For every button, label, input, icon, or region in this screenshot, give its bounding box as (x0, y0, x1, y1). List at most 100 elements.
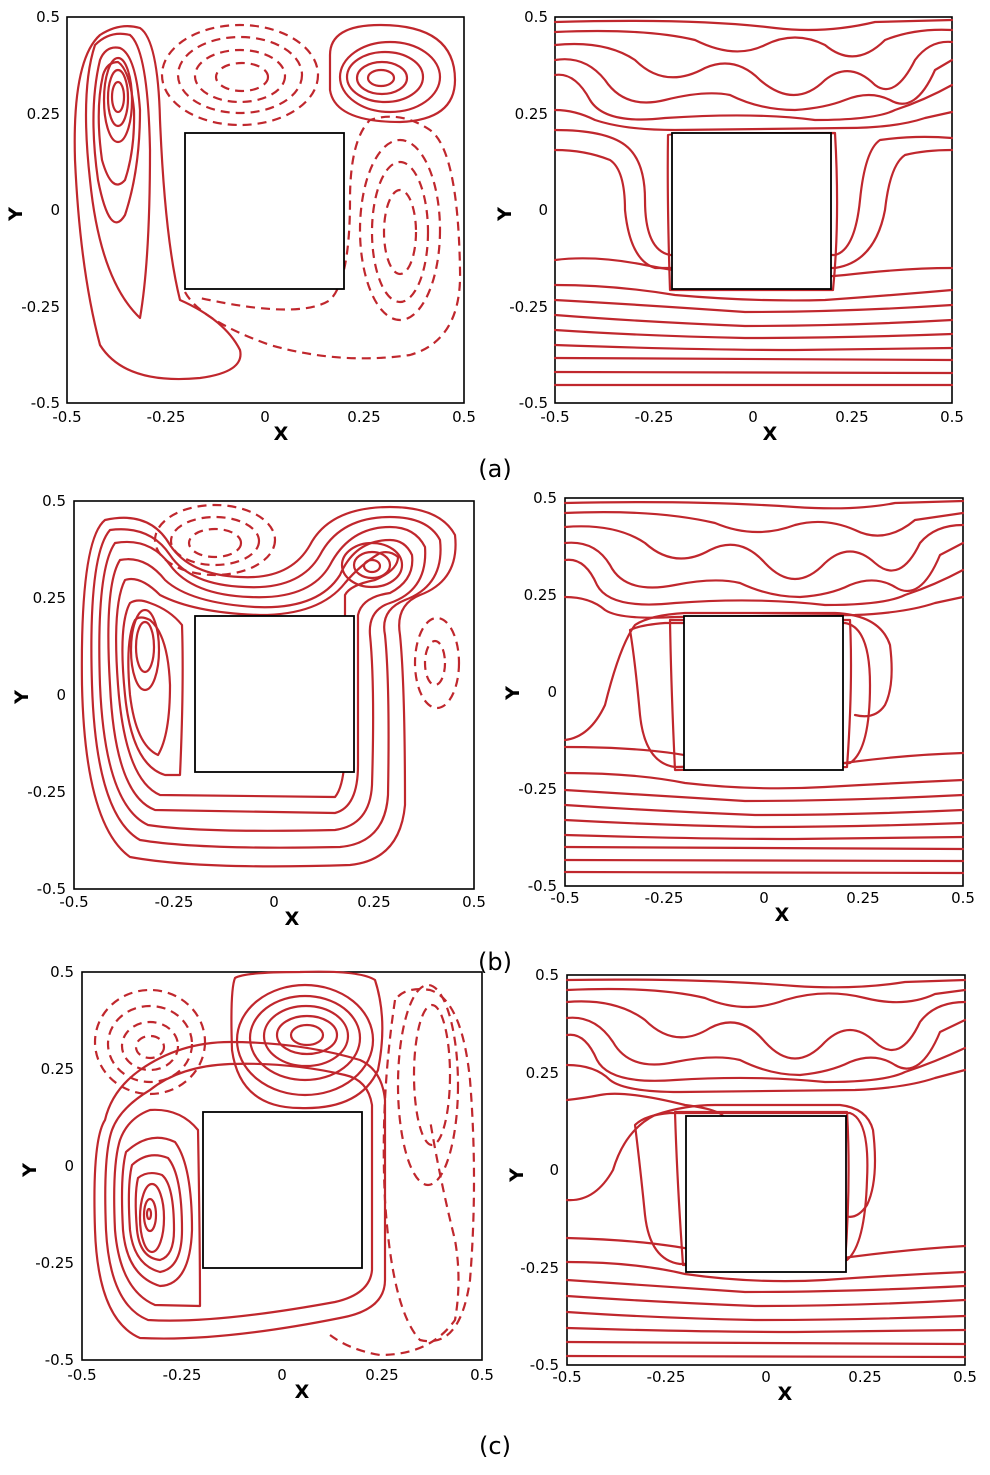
x-tick: 0.5 (462, 893, 486, 911)
y-tick: -0.25 (27, 783, 66, 801)
x-tick: 0.25 (365, 1366, 398, 1384)
y-tick: -0.25 (509, 298, 548, 316)
x-axis-title: X (285, 908, 300, 930)
x-tick-labels: -0.5 -0.25 0 0.25 0.5 (59, 893, 486, 911)
x-tick-labels: -0.5 -0.25 0 0.25 0.5 (67, 1366, 494, 1384)
y-tick: -0.5 (31, 394, 60, 412)
x-tick: 0.5 (951, 889, 975, 907)
y-tick-labels: -0.5 -0.25 0 0.25 0.5 (509, 8, 548, 412)
x-tick: -0.25 (155, 893, 194, 911)
y-tick: 0.25 (515, 105, 548, 123)
y-axis-title: Y (19, 1163, 41, 1178)
x-tick: 0 (761, 1368, 771, 1386)
x-tick: 0 (269, 893, 279, 911)
y-tick: 0.25 (41, 1060, 74, 1078)
plot-c-left: -0.5 -0.25 0 0.25 0.5 -0.5 -0.25 0 0.25 … (19, 963, 494, 1403)
x-axis-title: X (295, 1381, 310, 1403)
x-tick: 0.5 (940, 408, 964, 426)
square-obstacle (202, 1111, 363, 1269)
y-tick: -0.5 (45, 1351, 74, 1369)
y-tick: 0.5 (535, 966, 559, 984)
y-tick: 0.5 (42, 492, 66, 510)
x-tick: 0.5 (953, 1368, 977, 1386)
x-tick: 0.25 (846, 889, 879, 907)
x-axis-title: X (775, 904, 790, 926)
plot-b-right: -0.5 -0.25 0 0.25 0.5 -0.5 -0.25 0 0.25 … (502, 489, 975, 926)
square-obstacle (671, 132, 832, 290)
x-tick: 0.25 (347, 408, 380, 426)
x-tick: -0.25 (635, 408, 674, 426)
y-tick: 0 (538, 201, 548, 219)
y-tick: 0 (549, 1161, 559, 1179)
y-tick: 0.5 (36, 8, 60, 26)
streamlines-dashed (93, 983, 476, 1357)
y-tick: -0.25 (21, 298, 60, 316)
x-tick-labels: -0.5 -0.25 0 0.25 0.5 (550, 889, 975, 907)
y-axis-title: Y (11, 690, 33, 705)
plot-frame (73, 500, 475, 890)
square-obstacle (685, 1115, 847, 1273)
y-tick: -0.5 (519, 394, 548, 412)
x-axis-title: X (763, 423, 778, 445)
square-obstacle (184, 132, 345, 290)
y-axis-title: Y (5, 207, 27, 222)
x-tick: -0.25 (645, 889, 684, 907)
plot-frame (554, 16, 953, 404)
y-tick: -0.25 (518, 780, 557, 798)
y-axis-title: Y (502, 686, 524, 701)
plot-a-left: -0.5 -0.25 0 0.25 0.5 -0.5 -0.25 0 0.25 … (5, 8, 476, 445)
x-tick: 0.25 (357, 893, 390, 911)
y-tick-labels: -0.5 -0.25 0 0.25 0.5 (21, 8, 60, 412)
plot-frame (564, 497, 964, 887)
y-tick-labels: -0.5 -0.25 0 0.25 0.5 (518, 489, 557, 895)
y-tick: 0 (64, 1157, 74, 1175)
y-tick: -0.25 (35, 1254, 74, 1272)
x-axis-title: X (274, 423, 289, 445)
plot-a-right: -0.5 -0.25 0 0.25 0.5 -0.5 -0.25 0 0.25 … (494, 8, 964, 445)
x-tick-labels: -0.5 -0.25 0 0.25 0.5 (552, 1368, 977, 1386)
streamlines-solid (563, 499, 965, 875)
y-tick: 0.25 (524, 586, 557, 604)
x-tick-labels: -0.5 -0.25 0 0.25 0.5 (540, 408, 964, 426)
y-tick: 0.5 (50, 963, 74, 981)
x-tick: -0.25 (163, 1366, 202, 1384)
y-tick: -0.25 (520, 1259, 559, 1277)
y-tick: 0 (50, 201, 60, 219)
y-tick-labels: -0.5 -0.25 0 0.25 0.5 (27, 492, 66, 898)
y-tick-labels: -0.5 -0.25 0 0.25 0.5 (520, 966, 559, 1374)
y-tick: 0.5 (533, 489, 557, 507)
x-tick: 0 (759, 889, 769, 907)
x-tick: 0 (277, 1366, 287, 1384)
y-axis-title: Y (506, 1168, 528, 1183)
x-tick: -0.5 (52, 408, 81, 426)
x-tick: -0.5 (59, 893, 88, 911)
plot-frame (566, 974, 966, 1366)
x-tick: -0.25 (647, 1368, 686, 1386)
y-tick: 0 (56, 686, 66, 704)
y-tick: 0.25 (526, 1064, 559, 1082)
streamlines-solid (553, 18, 954, 387)
x-tick: -0.25 (147, 408, 186, 426)
plot-c-right: -0.5 -0.25 0 0.25 0.5 -0.5 -0.25 0 0.25 … (506, 966, 977, 1405)
streamlines-solid (73, 23, 457, 381)
square-obstacle (683, 615, 844, 771)
x-tick: -0.5 (540, 408, 569, 426)
panel-label-b: (b) (478, 948, 512, 976)
y-tick: 0.25 (33, 589, 66, 607)
x-tick: 0.25 (848, 1368, 881, 1386)
y-tick: -0.5 (37, 880, 66, 898)
streamlines-solid (80, 505, 457, 868)
y-axis-title: Y (494, 207, 516, 222)
y-tick: 0.5 (524, 8, 548, 26)
x-tick: 0 (260, 408, 270, 426)
panel-label-c: (c) (479, 1432, 511, 1460)
y-tick: -0.5 (528, 877, 557, 895)
x-tick: 0.25 (835, 408, 868, 426)
x-tick: -0.5 (67, 1366, 96, 1384)
y-tick: 0.25 (27, 105, 60, 123)
x-tick-labels: -0.5 -0.25 0 0.25 0.5 (52, 408, 476, 426)
streamlines-dashed (160, 23, 462, 360)
x-tick: 0 (748, 408, 758, 426)
y-tick-labels: -0.5 -0.25 0 0.25 0.5 (35, 963, 74, 1369)
square-obstacle (194, 615, 355, 773)
